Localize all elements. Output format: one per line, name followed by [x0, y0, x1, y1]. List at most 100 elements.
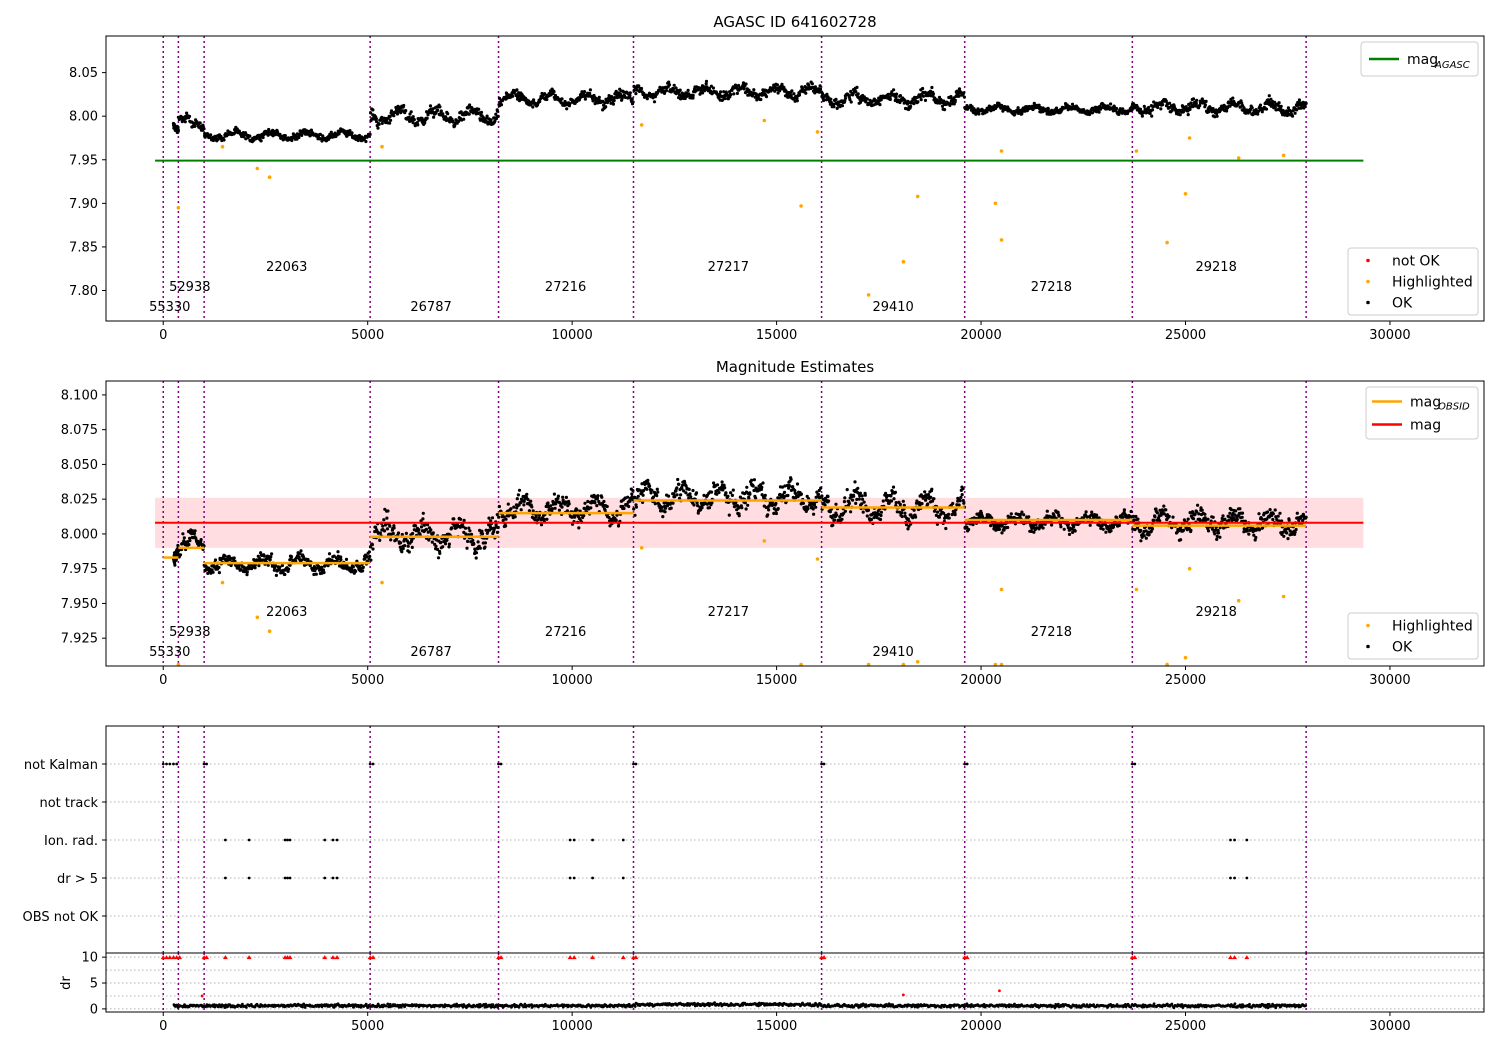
- ok-data-point: [1150, 108, 1155, 112]
- ok-data-point: [729, 491, 733, 495]
- ok-data-point: [483, 545, 487, 549]
- ok-data-point: [364, 139, 368, 144]
- ok-data-point: [686, 88, 690, 92]
- ok-data-point: [339, 555, 343, 559]
- ok-data-point: [399, 541, 403, 545]
- ok-data-point: [266, 563, 270, 567]
- ok-data-point: [656, 490, 660, 494]
- ok-data-point: [930, 487, 934, 491]
- ok-data-point: [671, 501, 675, 505]
- ok-data-point: [822, 98, 826, 102]
- ok-data-point: [463, 526, 468, 530]
- legend-label: mag: [1410, 418, 1441, 434]
- ok-data-point: [864, 100, 868, 104]
- ok-data-point: [752, 88, 756, 92]
- ok-data-point: [962, 95, 967, 99]
- ok-data-point: [820, 92, 825, 96]
- ok-data-point: [582, 90, 587, 94]
- ok-data-point: [639, 86, 644, 91]
- ok-data-point: [198, 121, 202, 125]
- ok-data-point: [776, 507, 780, 511]
- y-tick-label: 8.075: [61, 423, 98, 438]
- ok-data-point: [653, 502, 657, 506]
- ok-data-point: [921, 94, 926, 98]
- ok-data-point: [344, 557, 349, 562]
- ok-data-point: [1109, 102, 1113, 106]
- chart-title: Magnitude Estimates: [716, 358, 874, 376]
- ok-data-point: [493, 119, 497, 123]
- ok-data-point: [1195, 98, 1199, 102]
- ok-data-point: [202, 127, 206, 131]
- ok-data-point: [760, 485, 764, 489]
- ok-data-point: [192, 531, 196, 536]
- ok-data-point: [1095, 513, 1099, 517]
- ok-data-point: [1109, 529, 1113, 533]
- ok-data-point: [856, 92, 860, 96]
- ok-data-point: [740, 506, 744, 510]
- ok-data-point: [512, 505, 516, 509]
- y-tick-label: 7.925: [61, 632, 98, 647]
- ok-data-point: [305, 129, 309, 133]
- obsid-label: 27216: [545, 280, 586, 295]
- ok-data-point: [687, 487, 691, 491]
- ok-data-point: [431, 531, 435, 535]
- ok-data-point: [737, 514, 741, 518]
- obsid-label: 29218: [1195, 260, 1236, 275]
- ok-data-point: [462, 518, 466, 523]
- flag-point: [283, 876, 287, 880]
- ok-data-point: [1072, 525, 1076, 529]
- ok-data-point: [1216, 531, 1221, 535]
- ok-data-point: [849, 510, 853, 514]
- ok-data-point: [281, 138, 285, 142]
- ok-data-point: [1130, 107, 1134, 111]
- ok-data-point: [568, 102, 572, 106]
- ok-data-point: [474, 551, 479, 555]
- ok-data-point: [452, 517, 456, 521]
- ok-data-point: [865, 97, 869, 101]
- ok-data-point: [923, 98, 928, 102]
- ok-data-point: [1159, 107, 1163, 111]
- ok-data-point: [419, 525, 424, 529]
- ok-data-point: [1152, 518, 1156, 523]
- ok-data-point: [526, 497, 530, 502]
- ok-data-point: [320, 565, 324, 569]
- ok-data-point: [852, 494, 856, 498]
- ok-data-point: [628, 499, 632, 503]
- ok-data-point: [403, 544, 407, 548]
- ok-data-point: [336, 550, 340, 554]
- ok-data-point: [1125, 111, 1130, 116]
- y-tick-label: 7.80: [69, 284, 98, 299]
- ok-data-point: [655, 494, 659, 498]
- y-tick-label: 8.025: [61, 493, 98, 508]
- ok-data-point: [674, 86, 678, 90]
- flag-point: [591, 876, 594, 880]
- ok-data-point: [858, 491, 863, 495]
- ok-data-point: [860, 497, 865, 501]
- flag-category-label: not track: [39, 796, 98, 811]
- x-tick-label: 15000: [756, 328, 797, 343]
- ok-data-point: [515, 497, 519, 501]
- ok-data-point: [385, 527, 389, 531]
- ok-data-point: [949, 95, 953, 99]
- ok-data-point: [744, 507, 748, 511]
- ok-data-point: [719, 90, 723, 94]
- ok-data-point: [1070, 102, 1075, 106]
- ok-data-point: [634, 92, 638, 96]
- ok-data-point: [1142, 104, 1146, 108]
- ok-data-point: [951, 501, 955, 506]
- ok-data-point: [1203, 103, 1207, 107]
- ok-data-point: [522, 503, 526, 507]
- ok-data-point: [1073, 529, 1077, 533]
- ok-data-point: [632, 507, 636, 511]
- ok-data-point: [318, 132, 322, 136]
- x-tick-label: 10000: [551, 673, 592, 688]
- ok-data-point: [375, 120, 379, 124]
- obsid-label: 26787: [410, 645, 451, 660]
- ok-data-point: [1161, 103, 1165, 107]
- ok-data-point: [368, 554, 372, 558]
- x-tick-label: 30000: [1369, 328, 1410, 343]
- ok-data-point: [1285, 113, 1289, 118]
- ok-data-point: [692, 503, 696, 507]
- ok-data-point: [389, 109, 394, 113]
